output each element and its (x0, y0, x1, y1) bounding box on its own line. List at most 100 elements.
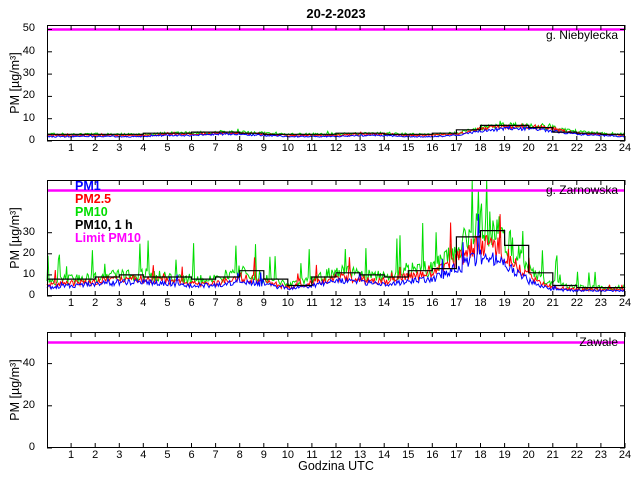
y-tick-label: 20 (22, 247, 35, 259)
x-tick-label: 9 (260, 142, 267, 154)
legend-item-pm10-1h: PM10, 1 h (75, 218, 133, 232)
x-tick-label: 21 (546, 449, 559, 461)
series-hourly-mean (47, 124, 625, 135)
x-tick-label: 20 (522, 142, 535, 154)
x-tick-label: 19 (498, 142, 511, 154)
plot-zarnowska (46, 179, 626, 297)
x-tick-label: 10 (281, 297, 294, 309)
axes-box (47, 25, 625, 141)
x-tick-label: 18 (474, 297, 487, 309)
x-tick-label: 20 (522, 449, 535, 461)
plot-niebylecka (46, 25, 626, 142)
x-tick-labels: 1 2 3 4 5 6 7 8 9 10 11 12 13 14 15 16 17 18 19 20 21 22 23 24 (47, 297, 631, 311)
plot-zawale (47, 332, 626, 449)
x-tick-label: 21 (546, 297, 559, 309)
x-tick-label: 2 (92, 449, 99, 461)
y-tick-label: 20 (22, 399, 35, 411)
y-tick-label: 0 (28, 289, 35, 301)
x-tick-label: 11 (306, 297, 318, 309)
x-tick-label: 8 (236, 449, 243, 461)
x-tick-label: 11 (306, 449, 318, 461)
x-tick-label: 10 (281, 449, 294, 461)
x-tick-label: 2 (92, 142, 99, 154)
x-tick-label: 1 (68, 449, 75, 461)
x-tick-labels: 1 2 3 4 5 6 7 8 9 10 11 12 13 14 15 16 17 18 19 20 21 22 23 24 (47, 142, 631, 156)
y-tick-label: 0 (28, 441, 35, 453)
x-tick-label: 4 (140, 142, 147, 154)
x-axis-label: Godzina UTC (298, 459, 374, 473)
x-tick-label: 18 (474, 142, 487, 154)
x-tick-label: 14 (378, 297, 391, 309)
x-tick-label: 17 (450, 297, 463, 309)
x-tick-label: 22 (570, 449, 583, 461)
x-tick-label: 14 (378, 449, 391, 461)
x-tick-label: 1 (68, 142, 75, 154)
y-tick-labels: 0 10 20 30 (9, 180, 41, 301)
x-tick-label: 16 (426, 142, 439, 154)
x-tick-label: 24 (618, 449, 632, 461)
x-tick-label: 7 (212, 449, 219, 461)
x-tick-label: 22 (570, 142, 583, 154)
axes-box (47, 332, 625, 448)
y-tick-label: 20 (22, 89, 35, 101)
x-tick-label: 10 (281, 142, 294, 154)
x-tick-label: 22 (570, 297, 583, 309)
x-tick-label: 1 (68, 297, 75, 309)
y-tick-label: 30 (22, 67, 35, 79)
x-tick-label: 12 (329, 449, 343, 461)
x-tick-label: 15 (402, 449, 415, 461)
legend-item-pm10: PM10 (75, 205, 108, 219)
x-tick-label: 13 (353, 142, 367, 154)
x-tick-label: 24 (618, 142, 632, 154)
x-tick-label: 23 (594, 449, 608, 461)
x-tick-label: 20 (522, 297, 535, 309)
x-tick-label: 7 (212, 297, 219, 309)
x-tick-label: 19 (498, 449, 511, 461)
x-tick-label: 8 (236, 297, 243, 309)
x-tick-label: 4 (140, 449, 147, 461)
y-tick-labels: 0 10 20 30 40 50 (9, 22, 41, 146)
station-label-zawale: Zawale (579, 335, 618, 349)
y-tick-label: 40 (22, 45, 35, 57)
x-tick-label: 12 (329, 142, 343, 154)
station-label-niebylecka: g. Niebylecka (545, 28, 618, 42)
panel-zarnowska: PM1 PM2.5 PM10 PM10, 1 h Limit PM10 g. Z… (8, 179, 631, 310)
x-tick-label: 15 (402, 297, 415, 309)
x-tick-label: 5 (164, 142, 171, 154)
x-tick-label: 24 (618, 297, 632, 309)
x-tick-label: 16 (426, 297, 439, 309)
x-tick-label: 17 (450, 449, 463, 461)
series-hourly-mean (47, 230, 625, 289)
x-tick-label: 15 (402, 142, 415, 154)
series-PM1 (46, 213, 626, 293)
legend-item-pm25: PM2.5 (75, 192, 112, 206)
x-tick-label: 4 (140, 297, 147, 309)
x-tick-label: 3 (116, 449, 123, 461)
panel-zawale: Zawale PM [µg/m³] 0 20 40 1 2 3 4 5 6 7 8 9 10 11 12 1… (8, 332, 631, 461)
x-tick-label: 19 (498, 297, 511, 309)
x-tick-label: 23 (594, 297, 608, 309)
x-tick-label: 5 (164, 297, 171, 309)
x-tick-label: 6 (188, 142, 195, 154)
x-tick-label: 2 (92, 297, 99, 309)
x-tick-label: 5 (164, 449, 171, 461)
x-tick-label: 14 (378, 142, 391, 154)
x-tick-label: 21 (546, 142, 559, 154)
x-tick-label: 9 (260, 297, 267, 309)
x-tick-label: 6 (188, 449, 195, 461)
legend-item-limit: Limit PM10 (75, 231, 141, 245)
chart-title: 20-2-2023 (306, 6, 366, 21)
x-tick-label: 17 (450, 142, 463, 154)
y-tick-label: 10 (22, 268, 35, 280)
x-tick-label: 3 (116, 297, 123, 309)
x-tick-label: 13 (353, 297, 367, 309)
x-tick-label: 12 (329, 297, 343, 309)
x-tick-label: 13 (353, 449, 367, 461)
x-tick-label: 8 (236, 142, 243, 154)
y-tick-label: 30 (22, 226, 35, 238)
x-tick-label: 7 (212, 142, 219, 154)
y-tick-label: 50 (22, 22, 35, 34)
legend: PM1 PM2.5 PM10 PM10, 1 h Limit PM10 (75, 180, 141, 245)
station-label-zarnowska: g. Zarnowska (545, 183, 618, 197)
